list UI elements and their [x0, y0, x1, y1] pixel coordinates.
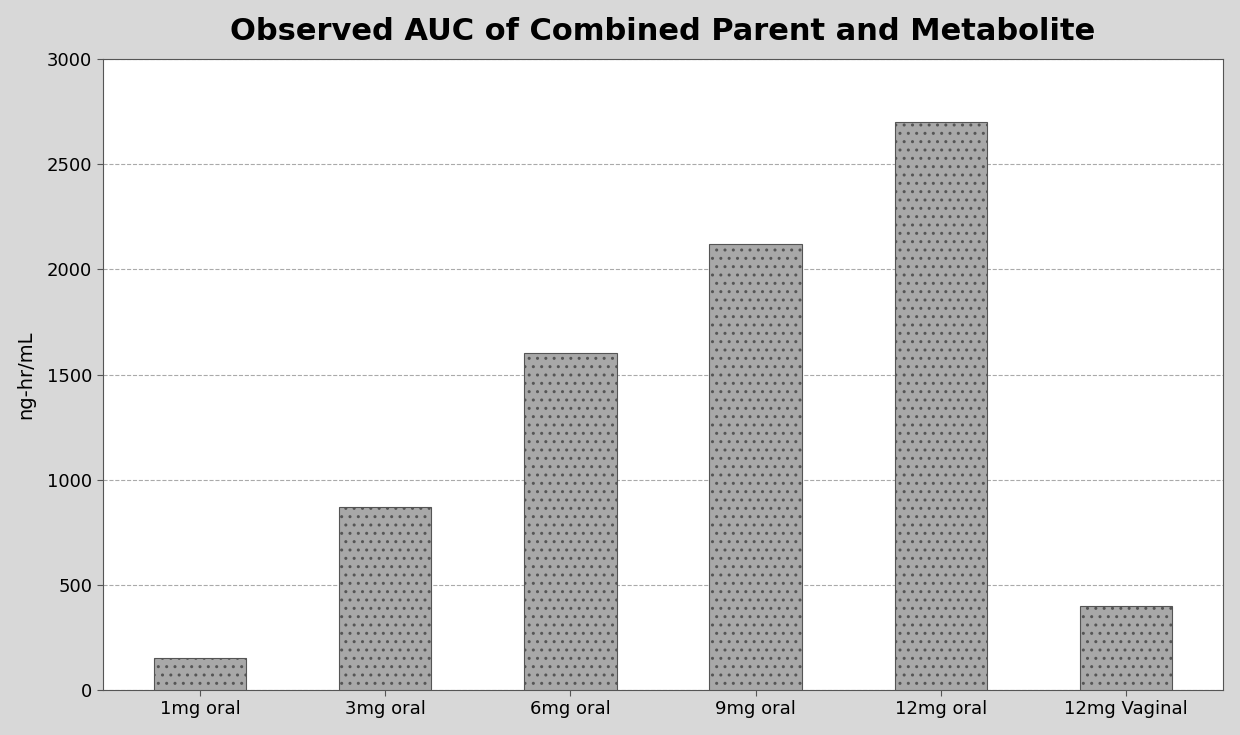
Y-axis label: ng-hr/mL: ng-hr/mL	[16, 330, 36, 419]
Bar	[1080, 606, 1172, 690]
Bar	[525, 354, 616, 690]
Bar	[894, 122, 987, 690]
Bar	[154, 659, 247, 690]
Bar	[709, 244, 802, 690]
Title: Observed AUC of Combined Parent and Metabolite: Observed AUC of Combined Parent and Meta…	[231, 17, 1096, 46]
Bar	[339, 507, 432, 690]
